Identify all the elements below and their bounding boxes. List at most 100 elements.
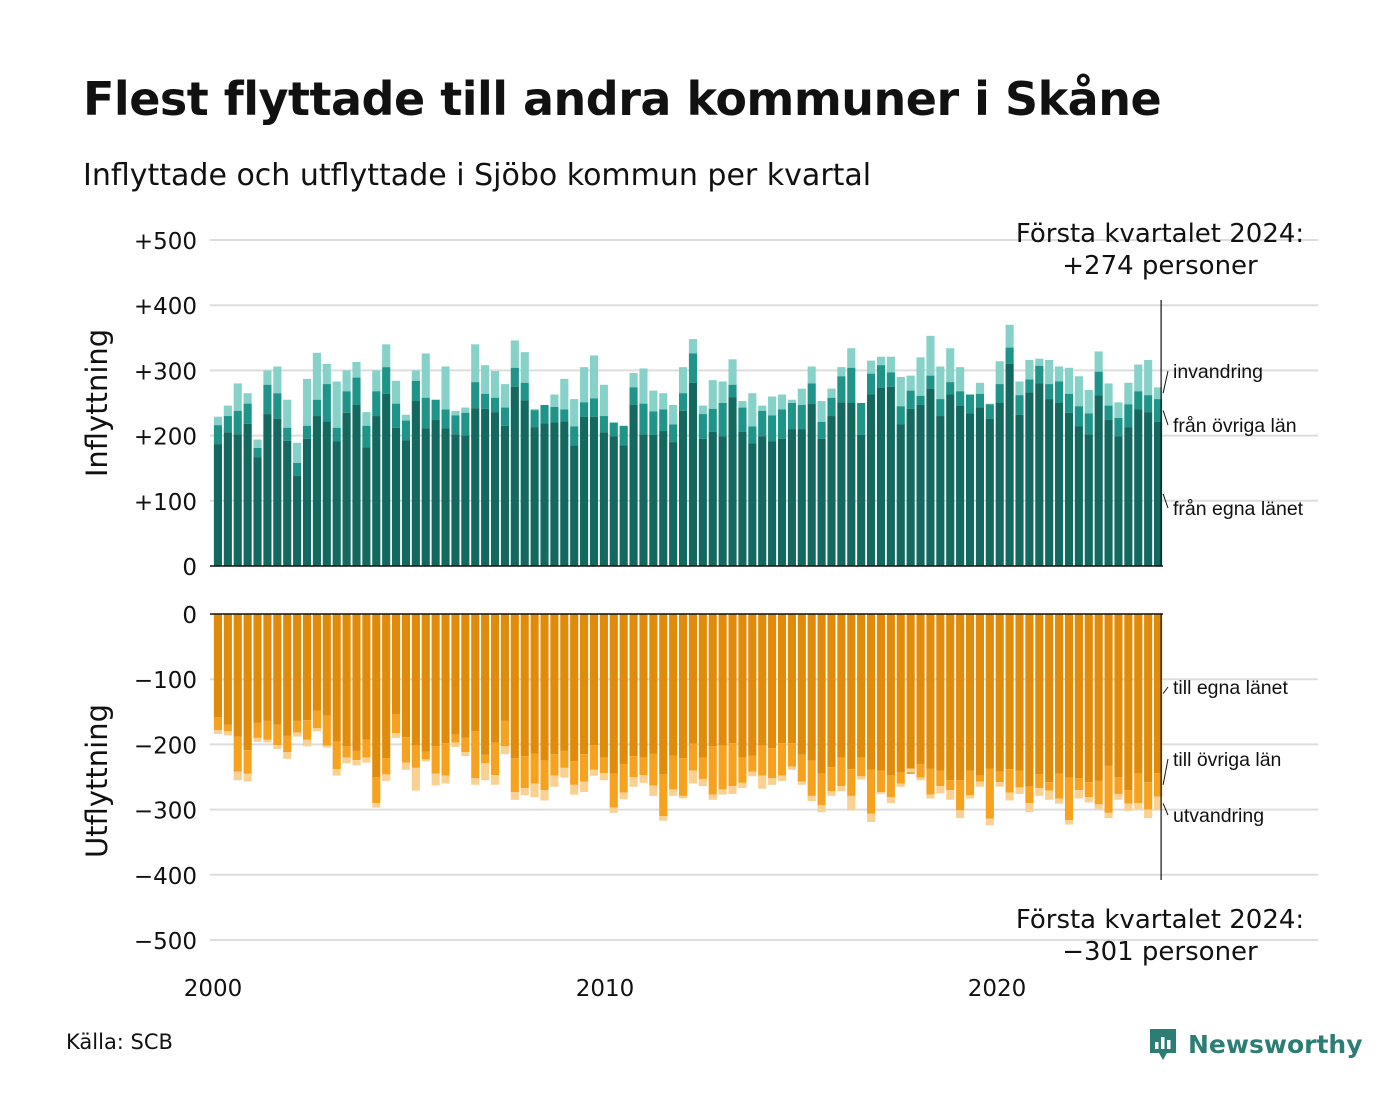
bar-out-emigration xyxy=(500,746,509,755)
bar-out-own-county xyxy=(342,614,351,747)
bar-out-other-counties xyxy=(1045,782,1054,791)
bar-in-other-counties xyxy=(965,394,975,414)
bar-in-own-county xyxy=(817,438,826,566)
bar-out-emigration xyxy=(223,731,232,736)
series-label: till egna länet xyxy=(1173,677,1288,699)
bar-in-immigration xyxy=(599,384,608,417)
bar-in-own-county xyxy=(1015,414,1024,566)
bar-in-immigration xyxy=(1094,351,1103,372)
bar-out-emigration xyxy=(401,762,411,770)
bar-out-emigration xyxy=(332,769,341,776)
bar-out-other-counties xyxy=(1055,773,1064,799)
bar-in-own-county xyxy=(213,444,223,566)
bar-in-other-counties xyxy=(293,462,302,477)
bar-out-other-counties xyxy=(293,720,302,733)
bar-in-immigration xyxy=(392,380,401,404)
bar-in-own-county xyxy=(599,432,608,566)
bar-in-own-county xyxy=(1064,412,1074,566)
bar-in-own-county xyxy=(1094,395,1103,566)
bar-in-other-counties xyxy=(698,414,707,439)
bar-in-other-counties xyxy=(421,397,430,429)
bar-in-other-counties xyxy=(867,373,876,395)
bar-out-other-counties xyxy=(916,763,925,778)
bar-in-immigration xyxy=(926,335,935,376)
bar-out-own-county xyxy=(609,614,618,774)
bar-out-own-county xyxy=(876,614,886,771)
bar-in-own-county xyxy=(421,428,430,566)
bar-out-own-county xyxy=(490,614,500,743)
bar-in-immigration xyxy=(510,340,519,368)
bar-in-immigration xyxy=(985,403,994,405)
bar-in-own-county xyxy=(649,434,658,566)
bar-out-emigration xyxy=(431,773,440,786)
bar-in-other-counties xyxy=(352,377,361,405)
bar-out-own-county xyxy=(926,614,935,769)
bar-out-other-counties xyxy=(609,773,618,808)
bar-in-immigration xyxy=(441,366,450,410)
bar-in-other-counties xyxy=(896,406,905,425)
bar-in-other-counties xyxy=(1094,371,1103,396)
bar-out-own-county xyxy=(847,614,856,770)
bar-out-other-counties xyxy=(490,742,500,776)
bar-in-own-county xyxy=(758,436,767,566)
bar-in-other-counties xyxy=(609,422,618,437)
bar-out-own-county xyxy=(728,614,737,744)
bar-in-other-counties xyxy=(975,393,984,408)
bar-in-immigration xyxy=(718,381,727,403)
bar-out-other-counties xyxy=(1114,777,1123,794)
bar-out-other-counties xyxy=(392,714,401,734)
series-label: från egna länet xyxy=(1173,498,1304,520)
annotation-bottom-line2: −301 personer xyxy=(1062,937,1258,967)
bar-in-other-counties xyxy=(619,425,628,446)
bar-out-other-counties xyxy=(560,750,569,768)
bar-out-emigration xyxy=(263,739,272,743)
bar-in-own-county xyxy=(471,408,480,566)
bar-in-immigration xyxy=(916,357,925,396)
bar-in-immigration xyxy=(906,375,915,391)
bar-in-own-county xyxy=(411,401,420,566)
bar-in-own-county xyxy=(342,412,351,566)
bar-in-immigration xyxy=(1005,324,1014,348)
bar-out-emigration xyxy=(906,768,915,773)
bar-in-other-counties xyxy=(1114,417,1123,437)
bar-out-own-county xyxy=(886,614,895,776)
bar-out-own-county xyxy=(936,614,945,771)
newsworthy-logo-icon xyxy=(1148,1027,1178,1061)
bar-out-other-counties xyxy=(995,771,1004,783)
bar-in-own-county xyxy=(1045,399,1054,566)
bar-out-own-county xyxy=(500,614,509,721)
bar-in-own-county xyxy=(698,438,707,566)
bar-in-immigration xyxy=(1084,389,1093,414)
bar-in-own-county xyxy=(609,436,618,566)
bar-in-own-county xyxy=(431,419,440,566)
bar-in-own-county xyxy=(481,408,490,566)
bar-out-own-county xyxy=(857,614,866,758)
bar-out-emigration xyxy=(797,781,806,785)
bar-in-immigration xyxy=(807,366,816,384)
bar-in-own-county xyxy=(1035,383,1044,566)
bar-out-emigration xyxy=(1134,803,1143,809)
bar-out-emigration xyxy=(926,794,935,799)
bar-out-own-county xyxy=(975,614,984,776)
bar-in-other-counties xyxy=(530,410,539,428)
bar-out-other-counties xyxy=(570,761,579,785)
y-axis-title-top: Inflyttning xyxy=(80,329,114,477)
bar-out-own-county xyxy=(619,614,628,764)
bar-out-other-counties xyxy=(362,739,371,758)
bar-in-immigration xyxy=(490,371,500,398)
bar-in-own-county xyxy=(1074,426,1083,566)
bar-out-own-county xyxy=(1114,614,1123,777)
bar-in-immigration xyxy=(995,361,1004,385)
bar-out-emigration xyxy=(580,781,589,792)
bar-out-other-counties xyxy=(748,755,757,772)
bar-out-emigration xyxy=(540,790,549,801)
bar-out-other-counties xyxy=(312,710,321,729)
bar-in-immigration xyxy=(322,363,331,385)
bar-in-other-counties xyxy=(372,391,381,417)
bar-in-immigration xyxy=(708,380,717,409)
bar-in-immigration xyxy=(243,393,252,404)
bar-out-own-county xyxy=(906,614,915,774)
bar-out-emigration xyxy=(916,777,925,781)
bar-in-other-counties xyxy=(837,376,846,403)
bar-out-own-county xyxy=(372,614,381,777)
